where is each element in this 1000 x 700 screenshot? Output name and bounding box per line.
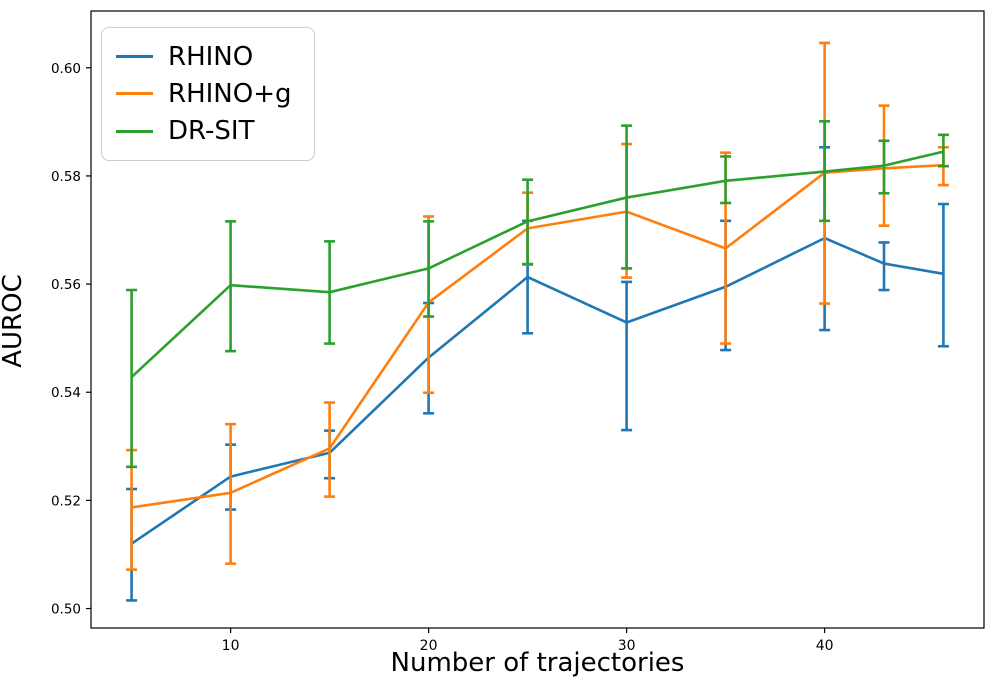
legend-line-sample: [116, 92, 153, 96]
legend-item: DR-SIT: [116, 113, 292, 150]
y-tick-label: 0.50: [51, 602, 81, 618]
x-tick-label: 10: [222, 638, 240, 654]
series-line-DR-SIT: [130, 150, 944, 379]
x-tick-label: 40: [816, 638, 834, 654]
y-tick-label: 0.58: [51, 169, 81, 185]
y-tick-label: 0.54: [51, 385, 81, 401]
y-axis-label: AUROC: [0, 274, 28, 368]
legend-line-sample: [116, 129, 153, 133]
legend-label: DR-SIT: [168, 116, 255, 147]
legend-item: RHINO: [116, 38, 292, 75]
y-tick-label: 0.56: [51, 277, 81, 293]
y-tick-label: 0.60: [51, 61, 81, 77]
legend-item: RHINO+g: [116, 75, 292, 112]
series-line-RHINO+g: [131, 163, 944, 509]
legend: RHINO RHINO+g DR-SIT: [101, 27, 315, 161]
legend-label: RHINO: [168, 41, 254, 72]
legend-line-sample: [116, 55, 153, 59]
x-tick-label: 20: [420, 638, 438, 654]
plot-frame: [90, 10, 985, 629]
x-axis-label: Number of trajectories: [390, 648, 685, 678]
y-tick-label: 0.52: [51, 493, 81, 509]
legend-label: RHINO+g: [168, 78, 292, 109]
x-tick-label: 30: [618, 638, 636, 654]
series-line-RHINO: [130, 236, 944, 545]
